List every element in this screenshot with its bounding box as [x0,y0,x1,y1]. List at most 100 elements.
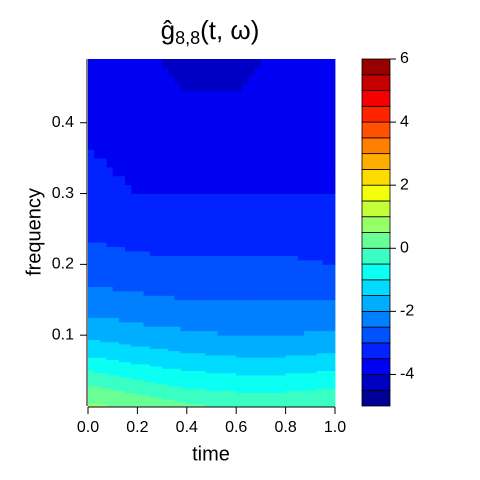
contour-cell [118,392,126,396]
contour-cell [267,355,274,358]
contour-cell [199,377,206,380]
contour-cell [254,313,262,318]
contour-cell [137,74,144,84]
contour-cell [106,370,114,374]
contour-cell [186,140,194,150]
contour-cell [230,321,237,327]
contour-cell [118,197,126,203]
contour-cell [254,131,262,141]
contour-cell [248,375,256,378]
contour-cell [254,363,262,367]
contour-cell [304,299,311,305]
contour-cell [279,304,286,310]
contour-cell [174,344,182,347]
contour-cell [100,326,107,332]
contour-cell [236,246,243,252]
contour-cell [94,299,101,305]
contour-cell [254,352,262,356]
contour-cell [106,233,114,239]
contour-cell [155,344,163,347]
contour-cell [112,355,120,358]
contour-cell [279,308,286,314]
contour-cell [118,131,126,141]
contour-cell [192,381,200,385]
contour-cell [131,295,138,301]
contour-cell [199,359,206,363]
contour-cell [199,372,206,376]
contour-cell [217,131,225,141]
contour-cell [186,82,194,92]
contour-cell [143,98,151,108]
contour-cell [106,220,114,225]
contour-cell [100,372,107,376]
contour-cell [260,326,268,332]
contour-cell [328,375,336,378]
contour-cell [180,375,188,378]
contour-cell [316,317,324,323]
contour-cell [223,403,231,407]
contour-cell [304,211,311,217]
contour-cell [162,359,169,363]
contour-cell [316,268,324,274]
contour-cell [285,90,293,100]
contour-cell [328,215,336,221]
contour-cell [174,392,182,396]
contour-cell [100,277,107,283]
contour-cell [205,304,212,310]
contour-cell [285,308,293,314]
contour-cell [297,383,305,387]
contour-cell [94,375,101,378]
contour-cell [199,361,206,365]
contour-cell [118,122,126,132]
contour-cell [149,368,157,371]
contour-cell [180,224,188,230]
contour-cell [162,211,169,217]
contour-cell [211,388,219,391]
contour-cell [162,355,169,358]
contour-cell [316,383,324,387]
contour-cell [322,166,330,177]
contour-cell [186,224,194,230]
contour-cell [248,394,256,398]
contour-cell [137,233,144,239]
contour-cell [118,273,126,279]
contour-cell [248,175,256,186]
contour-cell [260,251,268,256]
contour-cell [223,290,231,296]
contour-cell [242,317,249,323]
contour-cell [168,233,175,239]
contour-cell [230,202,237,208]
contour-cell [199,299,206,305]
contour-cell [168,341,175,345]
contour-cell [162,246,169,252]
contour-cell [236,308,243,314]
contour-cell [199,366,206,369]
contour-cell [230,379,237,383]
contour-cell [131,202,138,208]
contour-cell [112,59,120,68]
contour-cell [291,122,299,132]
contour-cell [316,149,324,159]
contour-cell [242,59,249,68]
contour-cell [279,98,286,108]
contour-cell [186,131,194,141]
contour-cell [291,394,299,398]
contour-cell [328,317,336,323]
contour-cell [217,211,225,217]
contour-cell [168,363,175,367]
contour-cell [217,388,225,391]
contour-cell [328,114,336,124]
contour-cell [248,282,256,287]
contour-cell [297,149,305,159]
contour-cell [273,286,280,292]
contour-cell [118,74,126,84]
title-rest: (t, ω) [200,15,259,45]
contour-cell [118,251,126,256]
contour-cell [106,295,114,301]
contour-cell [236,122,243,132]
contour-cell [297,246,305,252]
contour-cell [205,403,212,407]
contour-cell [242,114,249,124]
contour-cell [304,357,311,360]
x-tick-label: 0.4 [176,419,198,436]
